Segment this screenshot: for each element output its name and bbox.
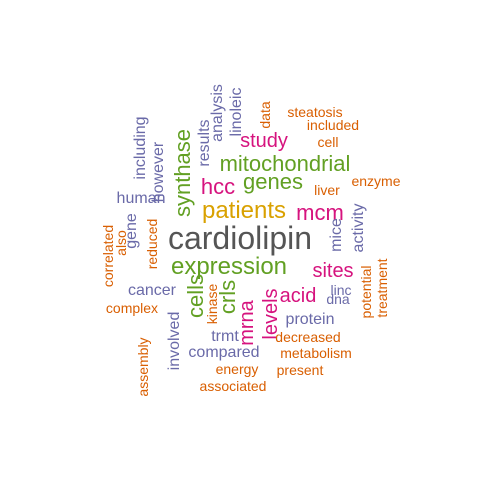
word-including: including bbox=[132, 116, 149, 180]
word-involved: involved bbox=[166, 311, 183, 371]
word-expression: expression bbox=[170, 253, 288, 280]
word-reduced: reduced bbox=[144, 218, 160, 270]
word-hcc: hcc bbox=[200, 174, 236, 199]
word-acid: acid bbox=[279, 285, 317, 307]
word-however: however bbox=[150, 141, 167, 203]
word-present: present bbox=[276, 362, 324, 378]
word-patients: patients bbox=[201, 197, 287, 224]
word-human: human bbox=[116, 190, 166, 207]
word-associated: associated bbox=[199, 378, 267, 394]
word-genes: genes bbox=[243, 169, 303, 194]
word-protein: protein bbox=[285, 311, 335, 328]
word-enzyme: enzyme bbox=[351, 173, 401, 189]
word-cancer: cancer bbox=[127, 282, 177, 299]
word-steatosis: steatosis bbox=[287, 104, 343, 120]
word-metabolism: metabolism bbox=[280, 345, 352, 361]
word-synthase: synthase bbox=[170, 128, 195, 218]
word-activity: activity bbox=[350, 203, 367, 253]
word-included: included bbox=[306, 117, 360, 133]
word-mcm: mcm bbox=[296, 200, 344, 225]
word-decreased: decreased bbox=[275, 329, 341, 345]
word-treatment: treatment bbox=[374, 258, 390, 318]
word-assembly: assembly bbox=[135, 337, 151, 397]
word-sites: sites bbox=[312, 260, 354, 282]
word-linc: linc bbox=[330, 282, 352, 298]
word-mice: mice bbox=[328, 218, 345, 252]
word-energy: energy bbox=[215, 361, 259, 377]
word-kinase: kinase bbox=[204, 283, 220, 325]
word-dna: dna bbox=[326, 291, 350, 307]
word-also: also bbox=[113, 230, 129, 256]
word-potential: potential bbox=[358, 265, 374, 319]
word-data: data bbox=[257, 101, 273, 129]
word-mitochondrial: mitochondrial bbox=[219, 151, 351, 176]
word-compared: compared bbox=[188, 344, 260, 361]
word-trmt: trmt bbox=[211, 328, 239, 345]
word-cardiolipin: cardiolipin bbox=[167, 220, 313, 256]
word-study: study bbox=[240, 130, 288, 152]
word-mrna: mrna bbox=[236, 300, 258, 346]
word-linoleic: linoleic bbox=[228, 87, 245, 137]
word-cell: cell bbox=[317, 134, 339, 150]
word-complex: complex bbox=[105, 300, 159, 316]
word-analysis: analysis bbox=[209, 84, 226, 142]
word-liver: liver bbox=[314, 182, 340, 198]
